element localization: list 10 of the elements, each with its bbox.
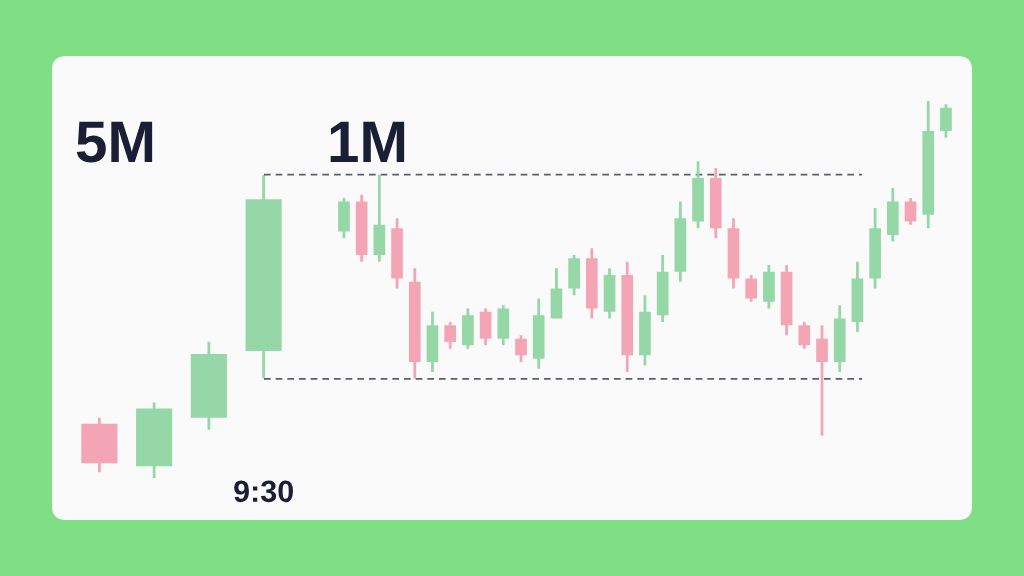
candlestick — [444, 320, 457, 351]
candlestick — [816, 323, 828, 436]
candlestick — [940, 102, 952, 140]
candlestick — [745, 273, 758, 304]
candlestick — [798, 320, 811, 351]
candlestick — [515, 333, 527, 364]
candlestick — [904, 196, 917, 227]
x-tick-label: 9:30 — [234, 480, 293, 503]
chart-title: 5M — [76, 121, 153, 163]
chart-title: 1M — [330, 121, 405, 162]
